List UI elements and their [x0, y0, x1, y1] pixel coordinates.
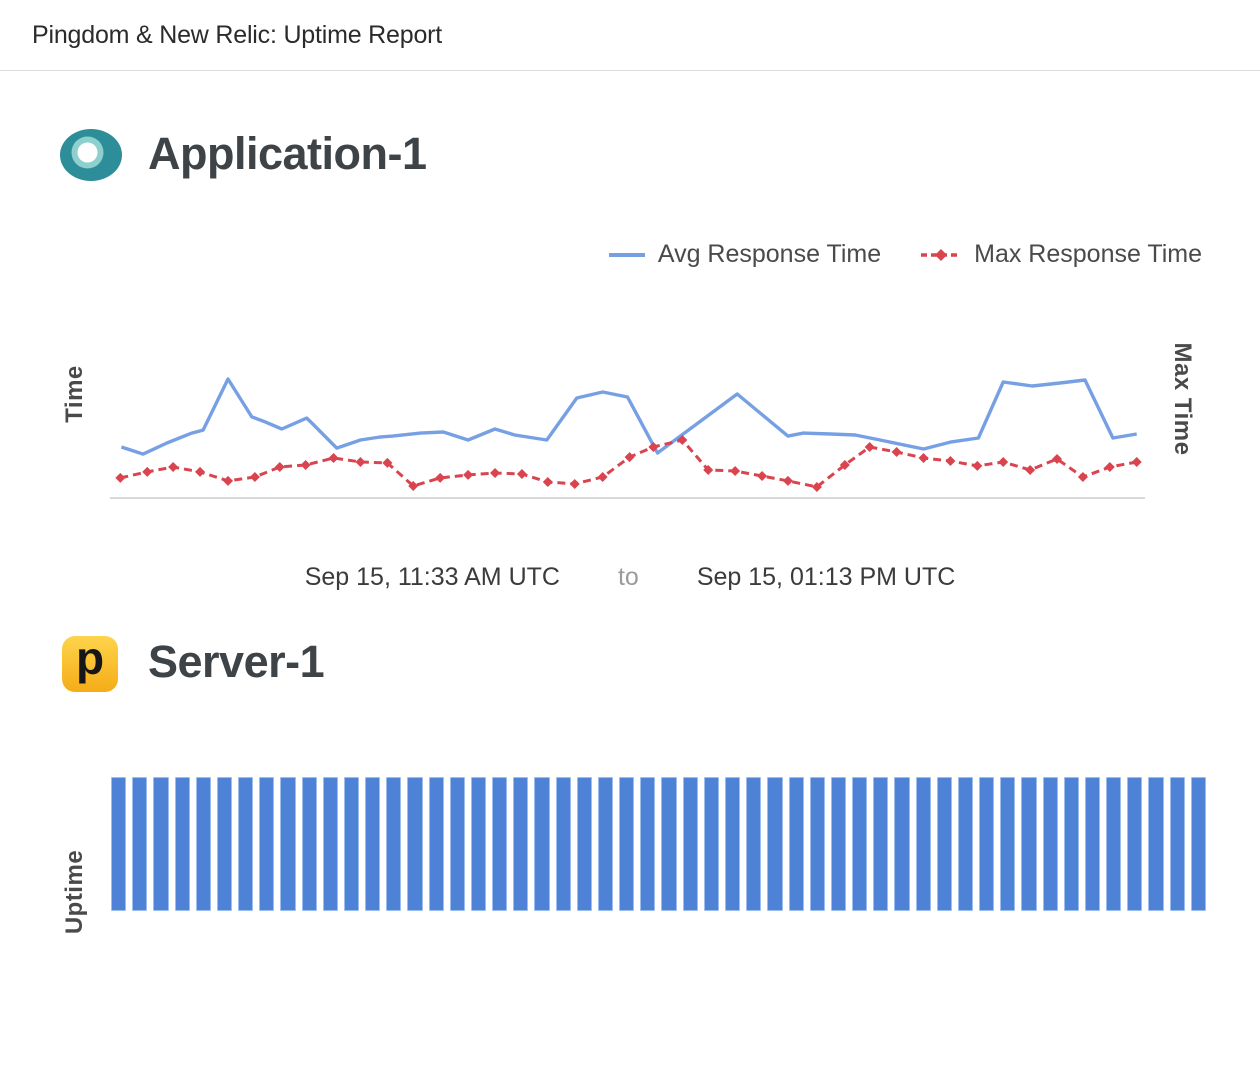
- chart-legend: Avg Response Time Max Response Time: [607, 240, 1202, 269]
- uptime-bar: [153, 777, 169, 911]
- uptime-bar: [365, 777, 381, 911]
- uptime-bar: [449, 777, 465, 911]
- uptime-bar: [1063, 777, 1079, 911]
- legend-label-avg: Avg Response Time: [657, 240, 882, 268]
- uptime-bar: [238, 777, 254, 911]
- uptime-bar: [597, 777, 614, 911]
- uptime-bar: [640, 777, 656, 911]
- page-title: Pingdom & New Relic: Uptime Report: [32, 20, 443, 49]
- uptime-bar: [492, 777, 508, 911]
- uptime-bar: [428, 777, 444, 911]
- uptime-bar: [1190, 777, 1206, 911]
- uptime-bar: [1106, 777, 1122, 911]
- avg-response-line-swatch-icon: [608, 252, 645, 257]
- legend-item-avg-response[interactable]: Avg Response Time: [607, 240, 881, 269]
- response-time-chart: [110, 377, 1145, 499]
- new-relic-icon: [60, 129, 122, 181]
- uptime-bar: [682, 777, 698, 911]
- uptime-bar: [259, 777, 275, 911]
- uptime-bar: [470, 777, 487, 911]
- server-section-title: Server-1: [148, 636, 325, 687]
- uptime-bar: [873, 777, 889, 911]
- uptime-bar: [894, 777, 910, 911]
- y-axis-label-max-time: Max Time: [1169, 342, 1196, 456]
- y-axis-label-uptime: Uptime: [61, 849, 88, 935]
- pingdom-icon: p: [62, 632, 118, 692]
- uptime-bar: [407, 777, 423, 911]
- uptime-bar: [174, 777, 190, 911]
- uptime-bar: [216, 777, 233, 911]
- uptime-bar: [915, 777, 931, 911]
- legend-item-max-response[interactable]: Max Response Time: [919, 240, 1202, 269]
- uptime-bar: [301, 777, 317, 911]
- date-range-separator: to: [617, 563, 639, 591]
- uptime-bar: [703, 777, 719, 911]
- max-response-line-swatch-icon: [921, 248, 962, 261]
- uptime-bar: [555, 777, 571, 911]
- uptime-bar: [724, 777, 741, 911]
- uptime-bar: [957, 777, 974, 911]
- uptime-bar: [534, 777, 550, 911]
- uptime-bar: [1127, 777, 1143, 911]
- legend-label-max: Max Response Time: [974, 240, 1202, 268]
- application-section-title: Application-1: [148, 128, 427, 179]
- y-axis-label-time: Time: [61, 365, 88, 423]
- uptime-bar: [979, 777, 995, 911]
- chart-date-range: Sep 15, 11:33 AM UTC to Sep 15, 01:13 PM…: [0, 563, 1260, 592]
- uptime-bar: [746, 777, 762, 911]
- uptime-bar: [1148, 777, 1164, 911]
- uptime-bar: [1000, 777, 1016, 911]
- uptime-bar: [661, 777, 677, 911]
- uptime-bar: [111, 777, 127, 911]
- uptime-bar: [576, 777, 592, 911]
- uptime-bar-chart: [111, 777, 1206, 911]
- uptime-bar: [809, 777, 825, 911]
- date-range-end: Sep 15, 01:13 PM UTC: [696, 563, 956, 591]
- uptime-bar: [830, 777, 847, 911]
- pingdom-icon-letter: p: [75, 632, 105, 684]
- uptime-bar: [132, 777, 148, 911]
- uptime-bar: [1084, 777, 1101, 911]
- report-title-bar: Pingdom & New Relic: Uptime Report: [0, 0, 1260, 71]
- uptime-bar: [322, 777, 338, 911]
- uptime-bar: [195, 777, 211, 911]
- uptime-bar: [936, 777, 952, 911]
- date-range-start: Sep 15, 11:33 AM UTC: [304, 563, 560, 591]
- uptime-bar: [280, 777, 296, 911]
- uptime-bar: [1042, 777, 1058, 911]
- uptime-bar: [619, 777, 635, 911]
- uptime-bar: [788, 777, 804, 911]
- uptime-bar: [767, 777, 783, 911]
- uptime-bar: [343, 777, 360, 911]
- uptime-bar: [1169, 777, 1185, 911]
- uptime-bar: [1021, 777, 1037, 911]
- uptime-bar: [386, 777, 402, 911]
- uptime-bar: [513, 777, 529, 911]
- uptime-bar: [852, 777, 868, 911]
